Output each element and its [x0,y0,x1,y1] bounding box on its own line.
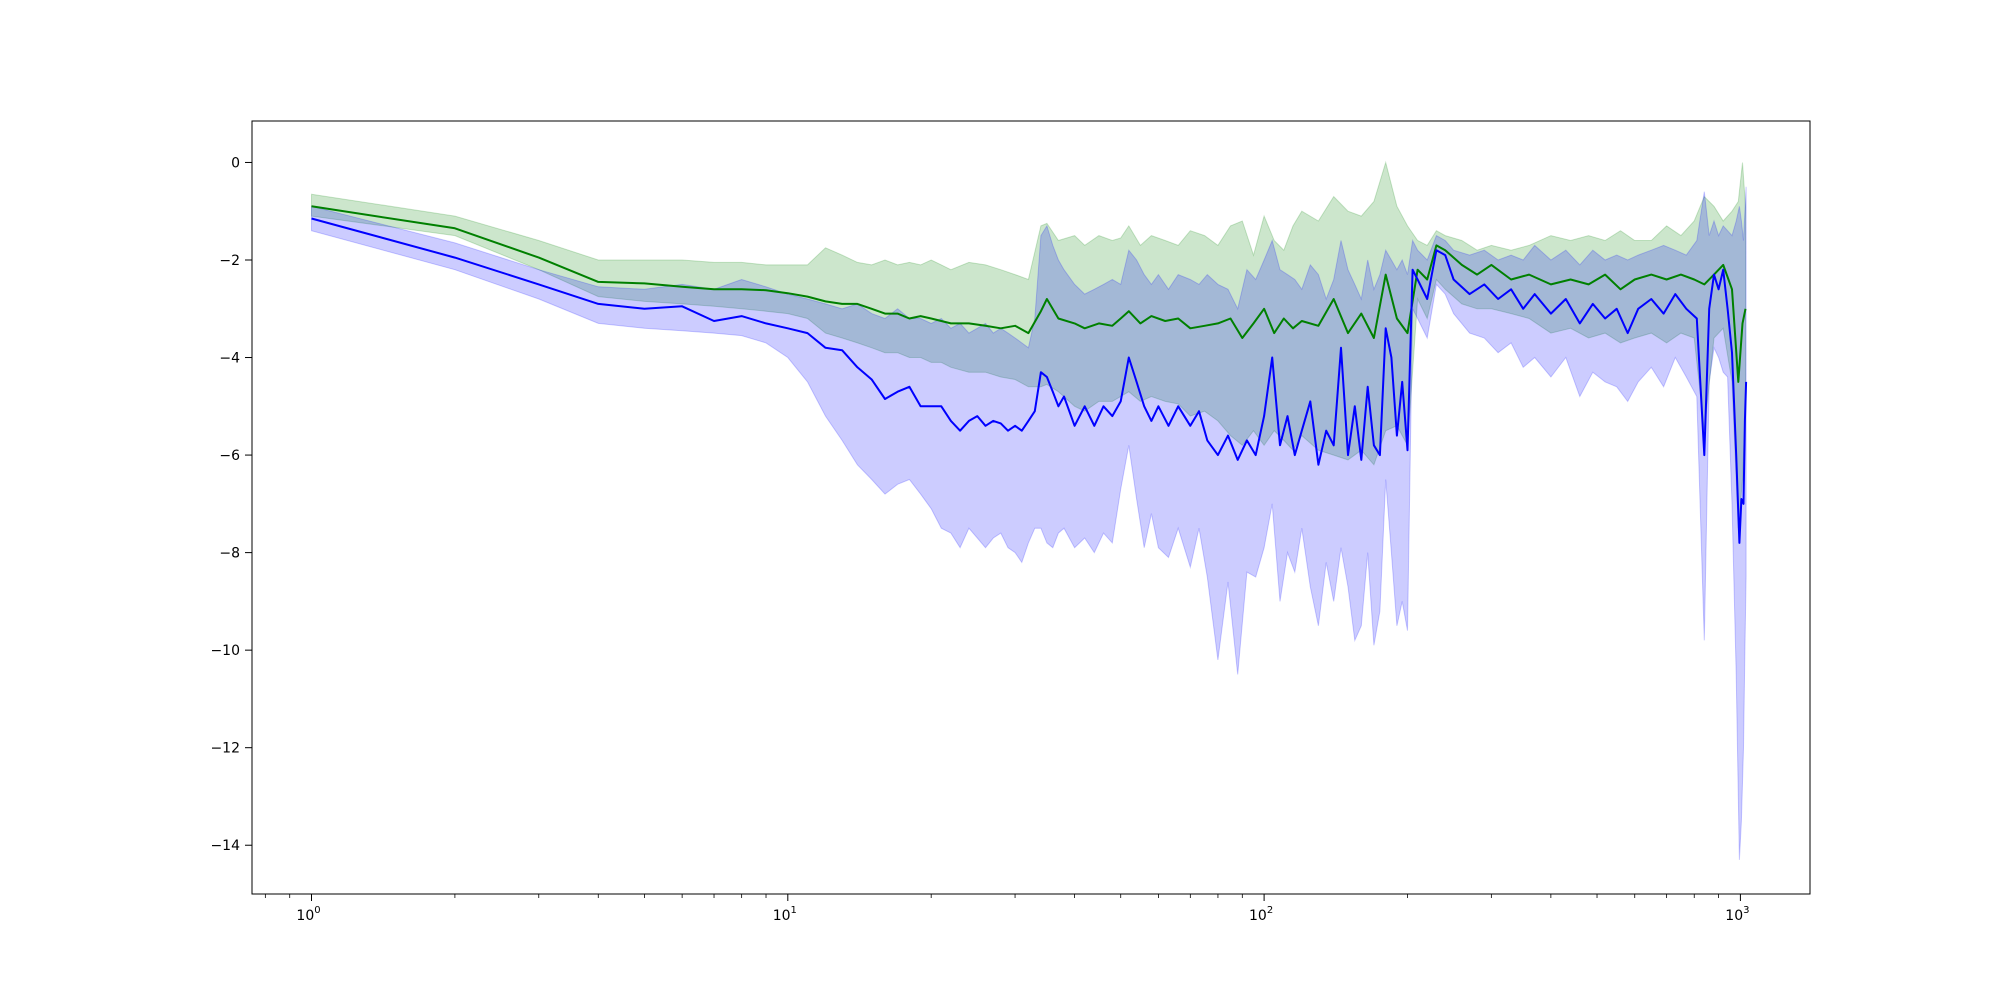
y-tick-label: −14 [210,838,240,854]
series-lines [311,205,1748,544]
series-2-line [311,217,1748,544]
y-axis: 0 −2 −4 −6 −8 −10 −12 −14 [210,155,252,854]
y-tick-label: −10 [210,643,240,659]
y-tick-label: −2 [219,253,240,269]
x-tick-label: 103 [1725,905,1749,924]
y-tick-label: −6 [219,448,240,464]
x-tick-label: 102 [1249,905,1273,924]
y-tick-label: −12 [210,741,240,757]
y-tick-label: −4 [219,351,240,367]
series-2-band [311,186,1747,860]
series-1-line [311,205,1747,383]
x-axis: 100 101 102 103 [264,894,1750,924]
x-tick-label: 101 [773,905,797,924]
plot-area-frame [251,120,1811,895]
y-tick-label: 0 [231,155,240,171]
confidence-bands [311,160,1747,860]
x-tick-label: 100 [296,905,320,924]
y-tick-label: −8 [219,546,240,562]
